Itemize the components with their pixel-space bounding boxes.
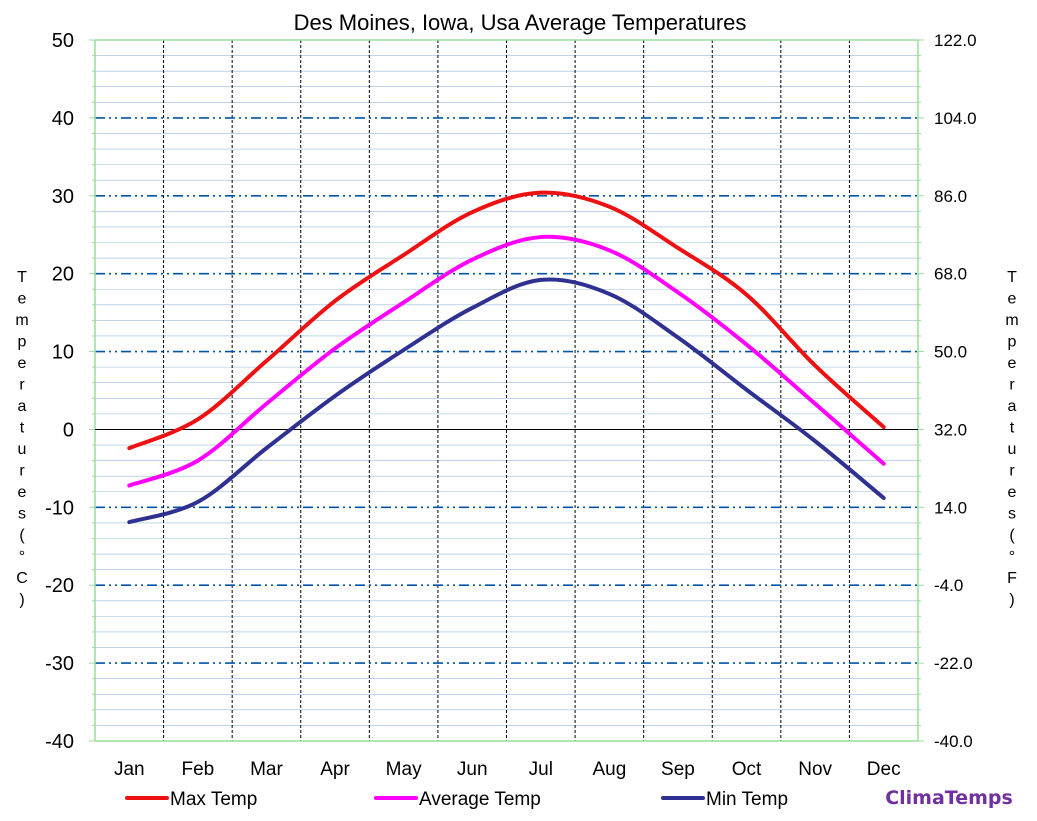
y-tick-label-left: 30: [52, 186, 74, 208]
y-tick-label-right: 86.0: [934, 187, 967, 206]
brand-logo: ClimaTemps: [885, 787, 1013, 809]
y-tick-label-right: 32.0: [934, 420, 967, 439]
x-tick-label: May: [386, 759, 422, 780]
x-tick-label: Aug: [592, 759, 626, 780]
x-tick-label: Oct: [732, 759, 762, 780]
x-tick-label: Mar: [250, 759, 283, 780]
legend-label-average-temp: Average Temp: [419, 789, 541, 810]
x-tick-label: Dec: [867, 759, 901, 780]
axes: [89, 39, 924, 742]
legend: Max Temp Average Temp Min Temp: [125, 789, 788, 810]
y-tick-label-right: 68.0: [934, 265, 967, 284]
y-tick-label-left: -40: [45, 731, 74, 753]
x-tick-label: Sep: [661, 759, 695, 780]
x-tick-label: Jul: [529, 759, 553, 780]
legend-label-max-temp: Max Temp: [170, 789, 257, 810]
y-tick-label-left: 20: [52, 264, 74, 286]
x-tick-label: Nov: [798, 759, 832, 780]
tick-labels: 50 40 30 20 10 0 -10 -20 -30 -40 122.0 104.0 86.0 68.…: [45, 30, 976, 780]
x-tick-label: Apr: [320, 759, 350, 780]
average-temp-line: [127, 234, 886, 488]
y-tick-label-left: -10: [45, 497, 74, 519]
chart-title: Des Moines, Iowa, Usa Average Temperatur…: [294, 10, 747, 35]
y-tick-label-right: 14.0: [934, 498, 967, 517]
y-tick-label-right: 50.0: [934, 343, 967, 362]
y-tick-label-left: 40: [52, 108, 74, 130]
major-gridlines: [95, 117, 918, 664]
min-temp-line: [127, 277, 886, 525]
max-temp-line: [127, 190, 886, 451]
y-tick-label-left: 50: [52, 30, 74, 52]
x-tick-label: Feb: [182, 759, 215, 780]
x-tick-label: Jan: [114, 759, 145, 780]
series-lines: [127, 190, 886, 525]
x-tick-label: Jun: [457, 759, 488, 780]
y-tick-label-left: -30: [45, 653, 74, 675]
y-tick-label-left: 0: [63, 419, 74, 441]
y-tick-label-left: 10: [52, 342, 74, 364]
y-tick-label-right: 122.0: [934, 31, 977, 50]
y-tick-label-right: -22.0: [934, 654, 973, 673]
y-tick-label-right: 104.0: [934, 109, 977, 128]
y-tick-label-right: -40.0: [934, 732, 973, 751]
y-tick-label-left: -20: [45, 575, 74, 597]
legend-label-min-temp: Min Temp: [706, 789, 788, 810]
y-tick-label-right: -4.0: [934, 576, 963, 595]
